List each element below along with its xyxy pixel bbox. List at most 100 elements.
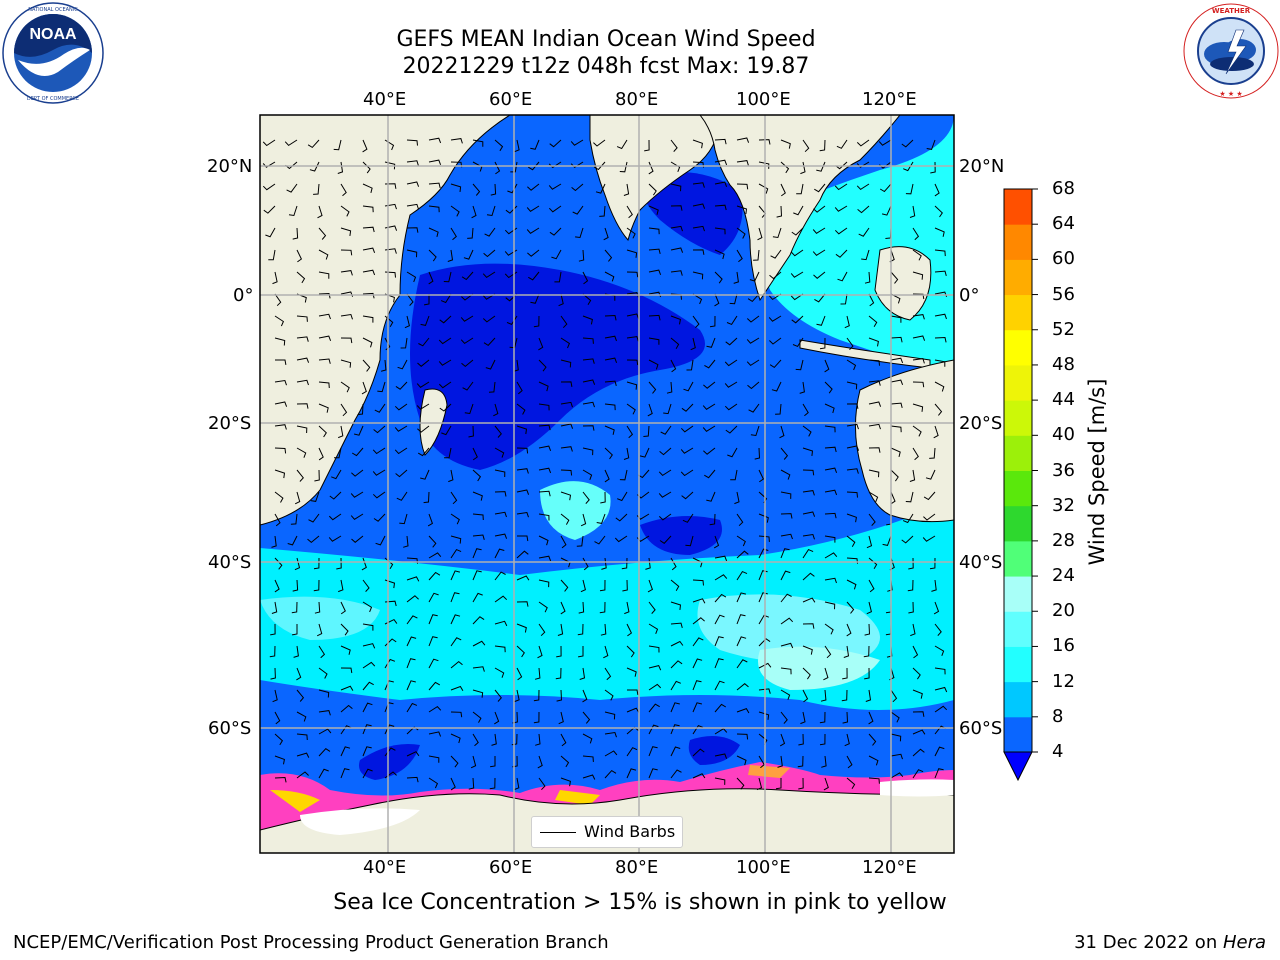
wind-barb: [780, 593, 792, 603]
wind-barb: [692, 203, 706, 209]
wind-barb: [560, 381, 573, 387]
wind-barb: [868, 711, 874, 725]
wind-barb: [890, 425, 902, 433]
wind-barb: [494, 425, 502, 438]
wind-barb: [922, 535, 936, 542]
wind-barb: [670, 702, 680, 713]
wind-barb: [483, 249, 496, 258]
wind-barb: [571, 183, 584, 192]
wind-barb: [296, 403, 309, 409]
wind-barb: [384, 724, 395, 735]
wind-barb: [373, 513, 386, 522]
wind-barb: [428, 205, 440, 213]
wind-barb: [734, 491, 740, 505]
wind-barb: [428, 137, 442, 144]
footer-date: 31 Dec 2022 on Hera: [1074, 932, 1266, 953]
wind-barb: [428, 592, 439, 603]
wind-barb: [538, 513, 550, 521]
wind-barb: [747, 293, 760, 303]
wind-barb: [470, 755, 477, 769]
wind-barb: [549, 139, 562, 148]
wind-barb: [769, 271, 782, 280]
wind-barb: [868, 579, 875, 593]
wind-barb: [494, 533, 508, 539]
wind-barb: [648, 205, 659, 215]
wind-barb: [714, 555, 728, 562]
wind-barb: [890, 379, 904, 385]
wind-barb: [548, 161, 562, 169]
wind-barb: [450, 491, 458, 505]
wind-barb: [313, 183, 320, 195]
wind-barb: [318, 667, 328, 679]
wind-barb: [736, 249, 743, 263]
wind-barb: [351, 469, 364, 477]
wind-barb: [404, 315, 410, 329]
wind-barb: [603, 227, 609, 241]
wind-barb: [890, 733, 902, 742]
wind-barb: [780, 642, 794, 649]
wind-barb: [362, 768, 373, 779]
wind-barb: [864, 667, 870, 680]
wind-barb: [865, 689, 872, 702]
wind-barb: [350, 513, 364, 520]
wind-barb: [736, 205, 748, 214]
wind-barb: [406, 249, 418, 258]
wind-barb: [624, 601, 630, 615]
wind-barb: [362, 183, 373, 194]
wind-barb: [749, 271, 760, 282]
wind-barb: [560, 601, 566, 615]
wind-barb: [262, 139, 276, 147]
wind-barb: [692, 598, 706, 604]
wind-barb: [868, 359, 880, 366]
wind-barb: [670, 247, 684, 253]
wind-barb: [468, 425, 474, 438]
wind-barb: [730, 469, 738, 481]
wind-barb: [269, 645, 276, 658]
wind-barb: [535, 733, 541, 746]
wind-barb: [647, 579, 654, 593]
wind-barb: [560, 777, 571, 787]
wind-barb: [274, 776, 287, 783]
wind-barb: [623, 183, 630, 196]
wind-barb: [846, 601, 855, 614]
wind-barb: [934, 183, 940, 197]
wind-barb: [912, 689, 923, 699]
wind-barb: [270, 667, 276, 680]
lat-tick-left: 40°S: [208, 552, 252, 573]
lat-tick-right: 60°S: [959, 718, 1003, 739]
wind-barb: [274, 579, 280, 593]
wind-barb: [670, 660, 683, 669]
wind-barb: [558, 293, 564, 307]
wind-barb: [490, 756, 496, 768]
wind-barb: [517, 535, 529, 542]
wind-barb: [736, 636, 747, 647]
wind-barb: [403, 535, 409, 548]
wind-barb: [362, 681, 374, 691]
wind-barb: [819, 711, 826, 724]
map-title: GEFS MEAN Indian Ocean Wind Speed: [396, 27, 816, 52]
wind-barb: [428, 271, 434, 285]
wind-barb: [296, 733, 308, 741]
wind-barb: [692, 139, 703, 149]
wind-barb: [713, 535, 720, 549]
wind-barb: [670, 746, 681, 757]
colorbar-tick-label: 4: [1052, 741, 1064, 762]
wind-barb: [538, 490, 551, 497]
wind-barb: [604, 731, 617, 738]
wind-barb: [406, 181, 420, 187]
wind-barb: [491, 733, 497, 746]
wind-barb: [834, 183, 848, 191]
wind-barb: [516, 403, 526, 415]
lon-tick-top: 100°E: [736, 89, 791, 110]
wind-barb: [516, 601, 529, 607]
wind-barb: [340, 359, 352, 368]
wind-barb: [443, 271, 452, 283]
wind-barb: [626, 359, 639, 366]
wind-barb: [682, 513, 694, 523]
wind-barb: [516, 623, 527, 633]
wind-barb: [736, 535, 746, 547]
wind-barb: [351, 535, 364, 543]
wind-barb: [604, 249, 613, 262]
colorbar-tick-label: 16: [1052, 635, 1075, 657]
wind-barb: [934, 746, 945, 757]
